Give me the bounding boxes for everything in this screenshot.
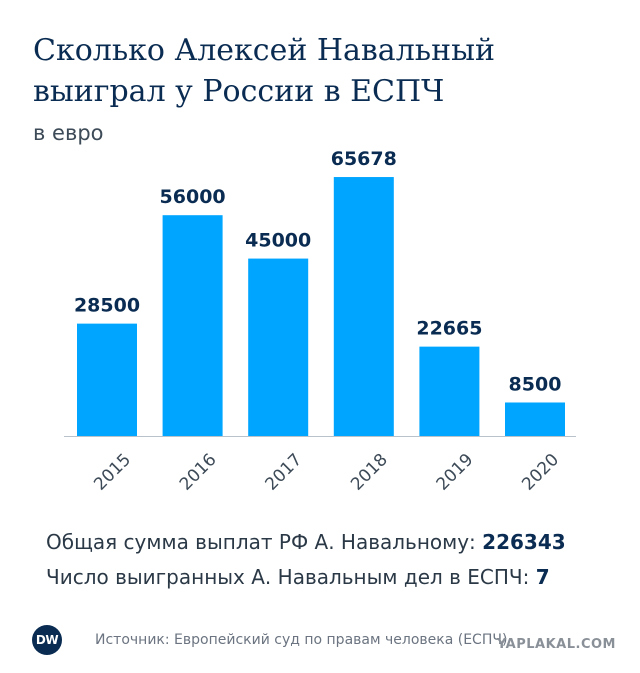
bar-2018	[333, 177, 394, 437]
dw-logo: DW	[32, 625, 62, 655]
cases-won-line: Число выигранных А. Навальным дел в ЕСПЧ…	[46, 565, 550, 589]
bar-2016	[162, 215, 223, 436]
x-tick-label-2015: 2015	[90, 450, 135, 495]
footer: DW Источник: Европейский суд по правам ч…	[32, 624, 507, 656]
bar-2019	[419, 346, 480, 436]
total-payments-line: Общая сумма выплат РФ А. Навальному: 226…	[46, 530, 566, 554]
data-label-2015: 28500	[74, 295, 140, 317]
bar-2020	[505, 402, 565, 436]
chart-title: Сколько Алексей Навальный выиграл у Росс…	[33, 33, 495, 109]
x-tick-label-2016: 2016	[176, 450, 221, 495]
data-label-2017: 45000	[245, 230, 311, 252]
cases-won-label: Число выигранных А. Навальным дел в ЕСПЧ…	[46, 565, 530, 589]
x-tick-label-2018: 2018	[347, 450, 392, 495]
data-label-2016: 56000	[160, 186, 226, 208]
total-payments-value: 226343	[482, 530, 566, 554]
watermark: YAPLAKAL.COM	[497, 637, 616, 652]
data-label-2020: 8500	[509, 373, 562, 395]
data-label-2019: 22665	[416, 318, 482, 340]
cases-won-value: 7	[535, 565, 550, 589]
bar-2015	[77, 323, 137, 436]
source-note: Источник: Европейский суд по правам чело…	[95, 632, 508, 648]
x-tick-label-2017: 2017	[261, 450, 306, 495]
total-payments-label: Общая сумма выплат РФ А. Навальному:	[46, 530, 476, 554]
bar-2017	[248, 258, 309, 436]
x-tick-label-2019: 2019	[433, 450, 478, 495]
data-label-2018: 65678	[331, 148, 397, 170]
bar-chart: 28500 2015 56000 2016 45000 2017 65678 2018 2266…	[64, 148, 576, 495]
chart-subtitle: в евро	[33, 121, 104, 145]
x-tick-label-2020: 2020	[518, 450, 563, 495]
